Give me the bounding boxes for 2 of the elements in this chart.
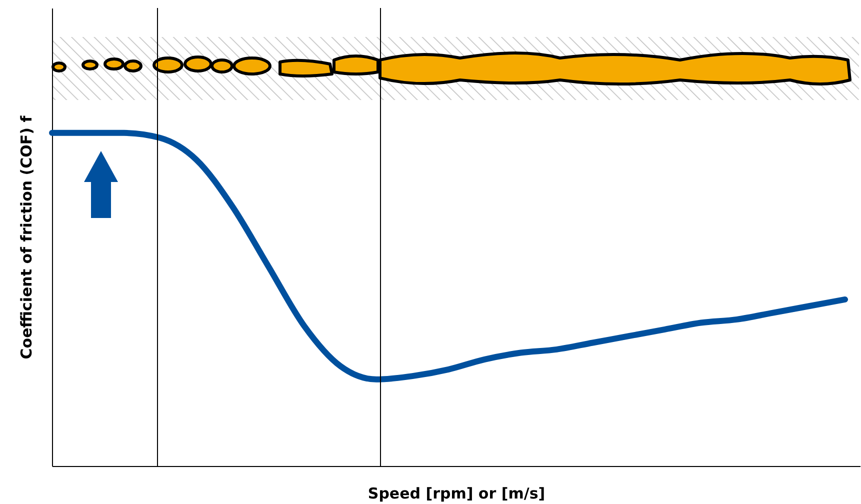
x-axis-title: Speed [rpm] or [m/s]	[368, 484, 546, 502]
y-axis-title: Coefficient of friction (COF) f	[18, 115, 36, 360]
